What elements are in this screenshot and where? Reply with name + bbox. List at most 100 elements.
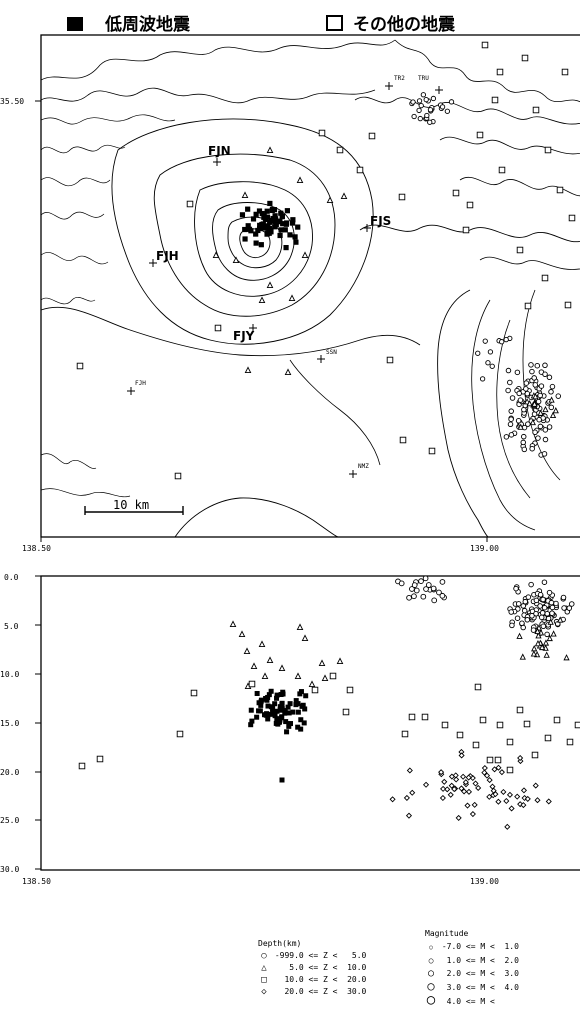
event-marker-diamond [406, 767, 413, 774]
event-marker-diamond [495, 764, 502, 771]
event-marker-circle [508, 432, 515, 438]
low-frequency-event-marker [300, 702, 306, 708]
magnitude-legend-row: ○ 2.0 <= M < 3.0 [425, 967, 519, 980]
event-marker-triangle [552, 407, 559, 414]
event-marker-triangle [308, 680, 316, 688]
station-fjh-west: FJH [127, 380, 146, 395]
magnitude-legend-row: ○ 4.0 <= M < [425, 993, 519, 1008]
event-marker-triangle [542, 405, 549, 413]
low-frequency-event-marker [264, 697, 270, 703]
low-frequency-event-marker [263, 712, 269, 718]
event-marker-triangle [531, 645, 538, 652]
event-marker-triangle [238, 630, 246, 638]
scale-bar-label: 10 km [113, 498, 149, 512]
low-frequency-event-marker [272, 713, 278, 719]
event-marker-square [311, 686, 319, 694]
station-label: FJS [370, 214, 391, 228]
event-marker-circle [413, 587, 420, 594]
event-marker-square [176, 730, 184, 738]
event-marker-square [472, 741, 480, 749]
event-marker-diamond [483, 772, 491, 779]
low-frequency-event-marker [290, 709, 296, 715]
map-longitude-tick-label: 139.00 [470, 544, 499, 553]
event-marker-diamond [465, 774, 472, 781]
event-marker-circle [537, 603, 543, 609]
event-marker-circle [548, 389, 554, 395]
contour-line [40, 114, 176, 125]
event-marker-triangle [296, 623, 304, 631]
low-frequency-event-marker [245, 223, 251, 229]
low-frequency-event-marker [298, 726, 304, 732]
event-marker-circle [566, 605, 573, 611]
depth-tick-label: 20.0 [0, 768, 19, 777]
event-marker-circle [423, 586, 429, 592]
low-frequency-event-marker [298, 717, 304, 723]
depth-range-label: 5.0 <= Z < 10.0 [274, 963, 367, 972]
event-marker-square [408, 713, 416, 721]
epicenter-map-panel: 10 km 35.50 138.50 139.00 FJN FJS FJH FJ… [0, 34, 580, 553]
event-marker-triangle [546, 634, 553, 642]
low-frequency-event-marker [256, 225, 263, 232]
low-frequency-event-marker [257, 708, 263, 714]
contour-line [40, 296, 96, 305]
event-marker-circle [503, 337, 509, 343]
event-marker-circle [418, 103, 424, 109]
event-marker-triangle [232, 256, 240, 264]
event-marker-circle [515, 417, 522, 424]
event-marker-square [421, 713, 429, 721]
event-marker-diamond [462, 779, 469, 786]
event-marker-square [428, 447, 436, 455]
event-marker-circle [425, 582, 432, 588]
magnitude-range-label: 2.0 <= M < 3.0 [441, 969, 519, 978]
low-frequency-event-marker [303, 693, 309, 699]
low-frequency-event-marker [285, 704, 291, 710]
low-frequency-event-marker [283, 245, 289, 251]
event-marker-diamond [403, 794, 410, 801]
event-marker-square [544, 734, 552, 742]
event-marker-circle [439, 579, 446, 585]
event-marker-circle [546, 589, 553, 596]
event-marker-circle [561, 605, 567, 611]
event-marker-triangle [516, 632, 523, 639]
event-marker-circle [529, 368, 535, 375]
filled-square-icon [67, 17, 83, 31]
event-marker-triangle [326, 196, 334, 204]
contour-line [40, 177, 111, 187]
low-frequency-event-marker [302, 706, 308, 712]
event-marker-square [368, 132, 376, 140]
event-marker-square [516, 706, 524, 714]
event-marker-square [496, 68, 504, 76]
event-marker-circle [416, 107, 422, 114]
event-marker-circle [536, 416, 542, 423]
event-marker-circle [519, 620, 525, 626]
event-marker-circle [549, 604, 556, 611]
magnitude-legend-title: Magnitude [425, 929, 469, 938]
event-marker-diamond [452, 772, 459, 779]
event-marker-diamond [458, 752, 465, 759]
low-frequency-event-marker [279, 777, 285, 783]
event-marker-diamond [465, 788, 473, 795]
coastline [437, 289, 489, 538]
low-frequency-event-marker [287, 701, 293, 707]
event-marker-diamond [447, 791, 454, 798]
event-marker-circle [424, 112, 430, 119]
low-frequency-event-marker [272, 224, 278, 230]
event-marker-triangle [549, 411, 557, 419]
event-marker-square [556, 186, 564, 194]
contour-line [40, 306, 421, 357]
event-marker-diamond [506, 791, 513, 798]
event-marker-diamond [500, 788, 507, 796]
event-marker-circle [538, 614, 545, 621]
event-marker-circle [423, 96, 429, 103]
event-marker-circle [436, 589, 442, 596]
event-marker-square [399, 436, 407, 444]
station-label: FJH [135, 380, 146, 387]
event-marker-circle [523, 386, 529, 392]
contour-line [479, 256, 580, 270]
event-marker-circle [503, 434, 510, 440]
event-marker-circle [546, 424, 553, 430]
low-frequency-event-marker [254, 714, 260, 720]
event-marker-diamond [464, 802, 471, 809]
low-frequency-event-marker [284, 729, 290, 735]
event-marker-square [531, 751, 539, 759]
